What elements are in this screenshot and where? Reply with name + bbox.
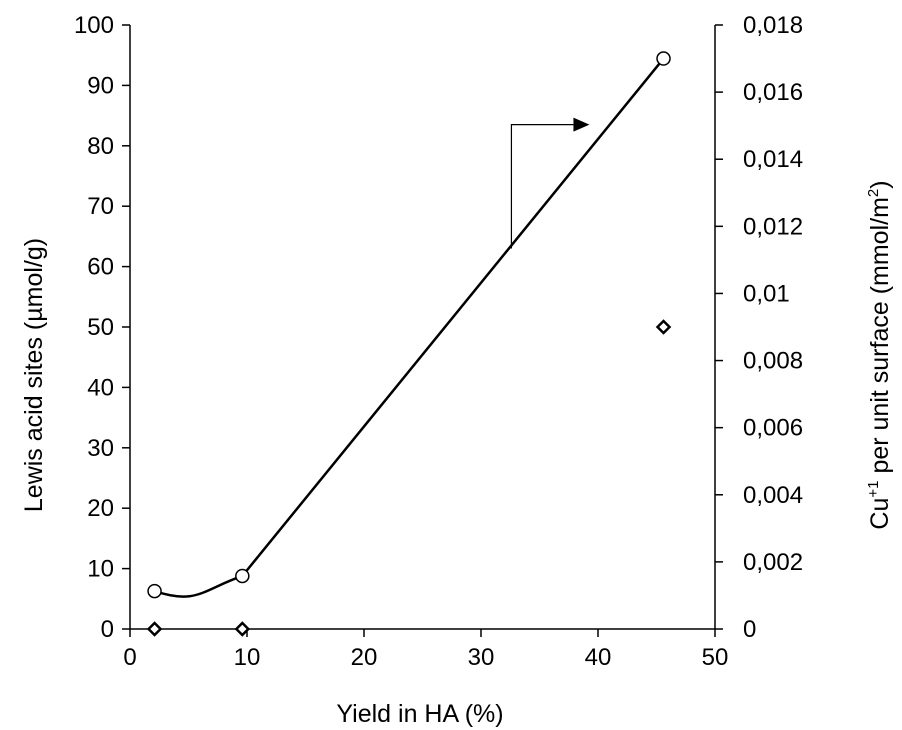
y2-tick-label: 0 — [743, 616, 756, 643]
x-axis-title: Yield in HA (%) — [336, 700, 503, 728]
data-point-circle — [147, 583, 162, 599]
y-tick-label: 30 — [87, 435, 114, 462]
ticks: 0 10 20 30 40 50 0 10 20 30 40 50 60 70 80 90 100 0 0,002 0… — [74, 12, 803, 671]
data-point-circle — [656, 51, 671, 66]
y2-title-sup: +1 — [865, 481, 882, 498]
y-tick-label: 10 — [87, 556, 114, 583]
y2-tick-label: 0,018 — [743, 12, 803, 39]
y-tick-label: 20 — [87, 495, 114, 522]
y2-axis-title: Cu+1 per unit surface (mmol/m2) — [865, 180, 894, 529]
y2-tick-label: 0,014 — [743, 146, 803, 173]
y2-title-end: ) — [866, 180, 894, 188]
x-tick-label: 40 — [585, 644, 612, 671]
y-tick-label: 80 — [87, 133, 114, 160]
data-point-diamond — [655, 319, 672, 335]
axes — [129, 25, 716, 630]
annotations — [510, 117, 590, 249]
series-line — [154, 57, 665, 598]
x-tick-label: 30 — [468, 644, 495, 671]
y2-tick-label: 0,006 — [743, 415, 803, 442]
y2-title-sup2: 2 — [865, 189, 882, 197]
y-tick-label: 70 — [87, 193, 114, 220]
data-point-diamond — [234, 621, 251, 637]
y2-title-base: Cu — [866, 498, 894, 530]
y2-tick-label: 0,004 — [743, 482, 803, 509]
y-tick-label: 100 — [74, 12, 114, 39]
y2-title-middle: per unit surface (mmol/m — [866, 197, 894, 480]
data-point-diamond — [146, 621, 163, 637]
arrow-line — [510, 124, 574, 249]
y-tick-label: 90 — [87, 72, 114, 99]
x-tick-label: 0 — [123, 644, 136, 671]
x-tick-label: 50 — [702, 644, 729, 671]
y-tick-label: 50 — [87, 314, 114, 341]
series — [146, 51, 672, 637]
arrow-head — [573, 117, 590, 132]
y-tick-label: 40 — [87, 374, 114, 401]
data-point-circle — [235, 568, 250, 584]
y2-tick-label: 0,002 — [743, 549, 803, 576]
x-tick-label: 20 — [351, 644, 378, 671]
y2-tick-label: 0,008 — [743, 348, 803, 375]
y2-tick-label: 0,012 — [743, 213, 803, 240]
y-tick-label: 0 — [101, 616, 114, 643]
y-tick-label: 60 — [87, 254, 114, 281]
x-tick-label: 10 — [234, 644, 261, 671]
y-axis-title: Lewis acid sites (µmol/g) — [20, 238, 48, 512]
y2-tick-label: 0,016 — [743, 79, 803, 106]
y2-tick-label: 0,01 — [743, 280, 790, 307]
